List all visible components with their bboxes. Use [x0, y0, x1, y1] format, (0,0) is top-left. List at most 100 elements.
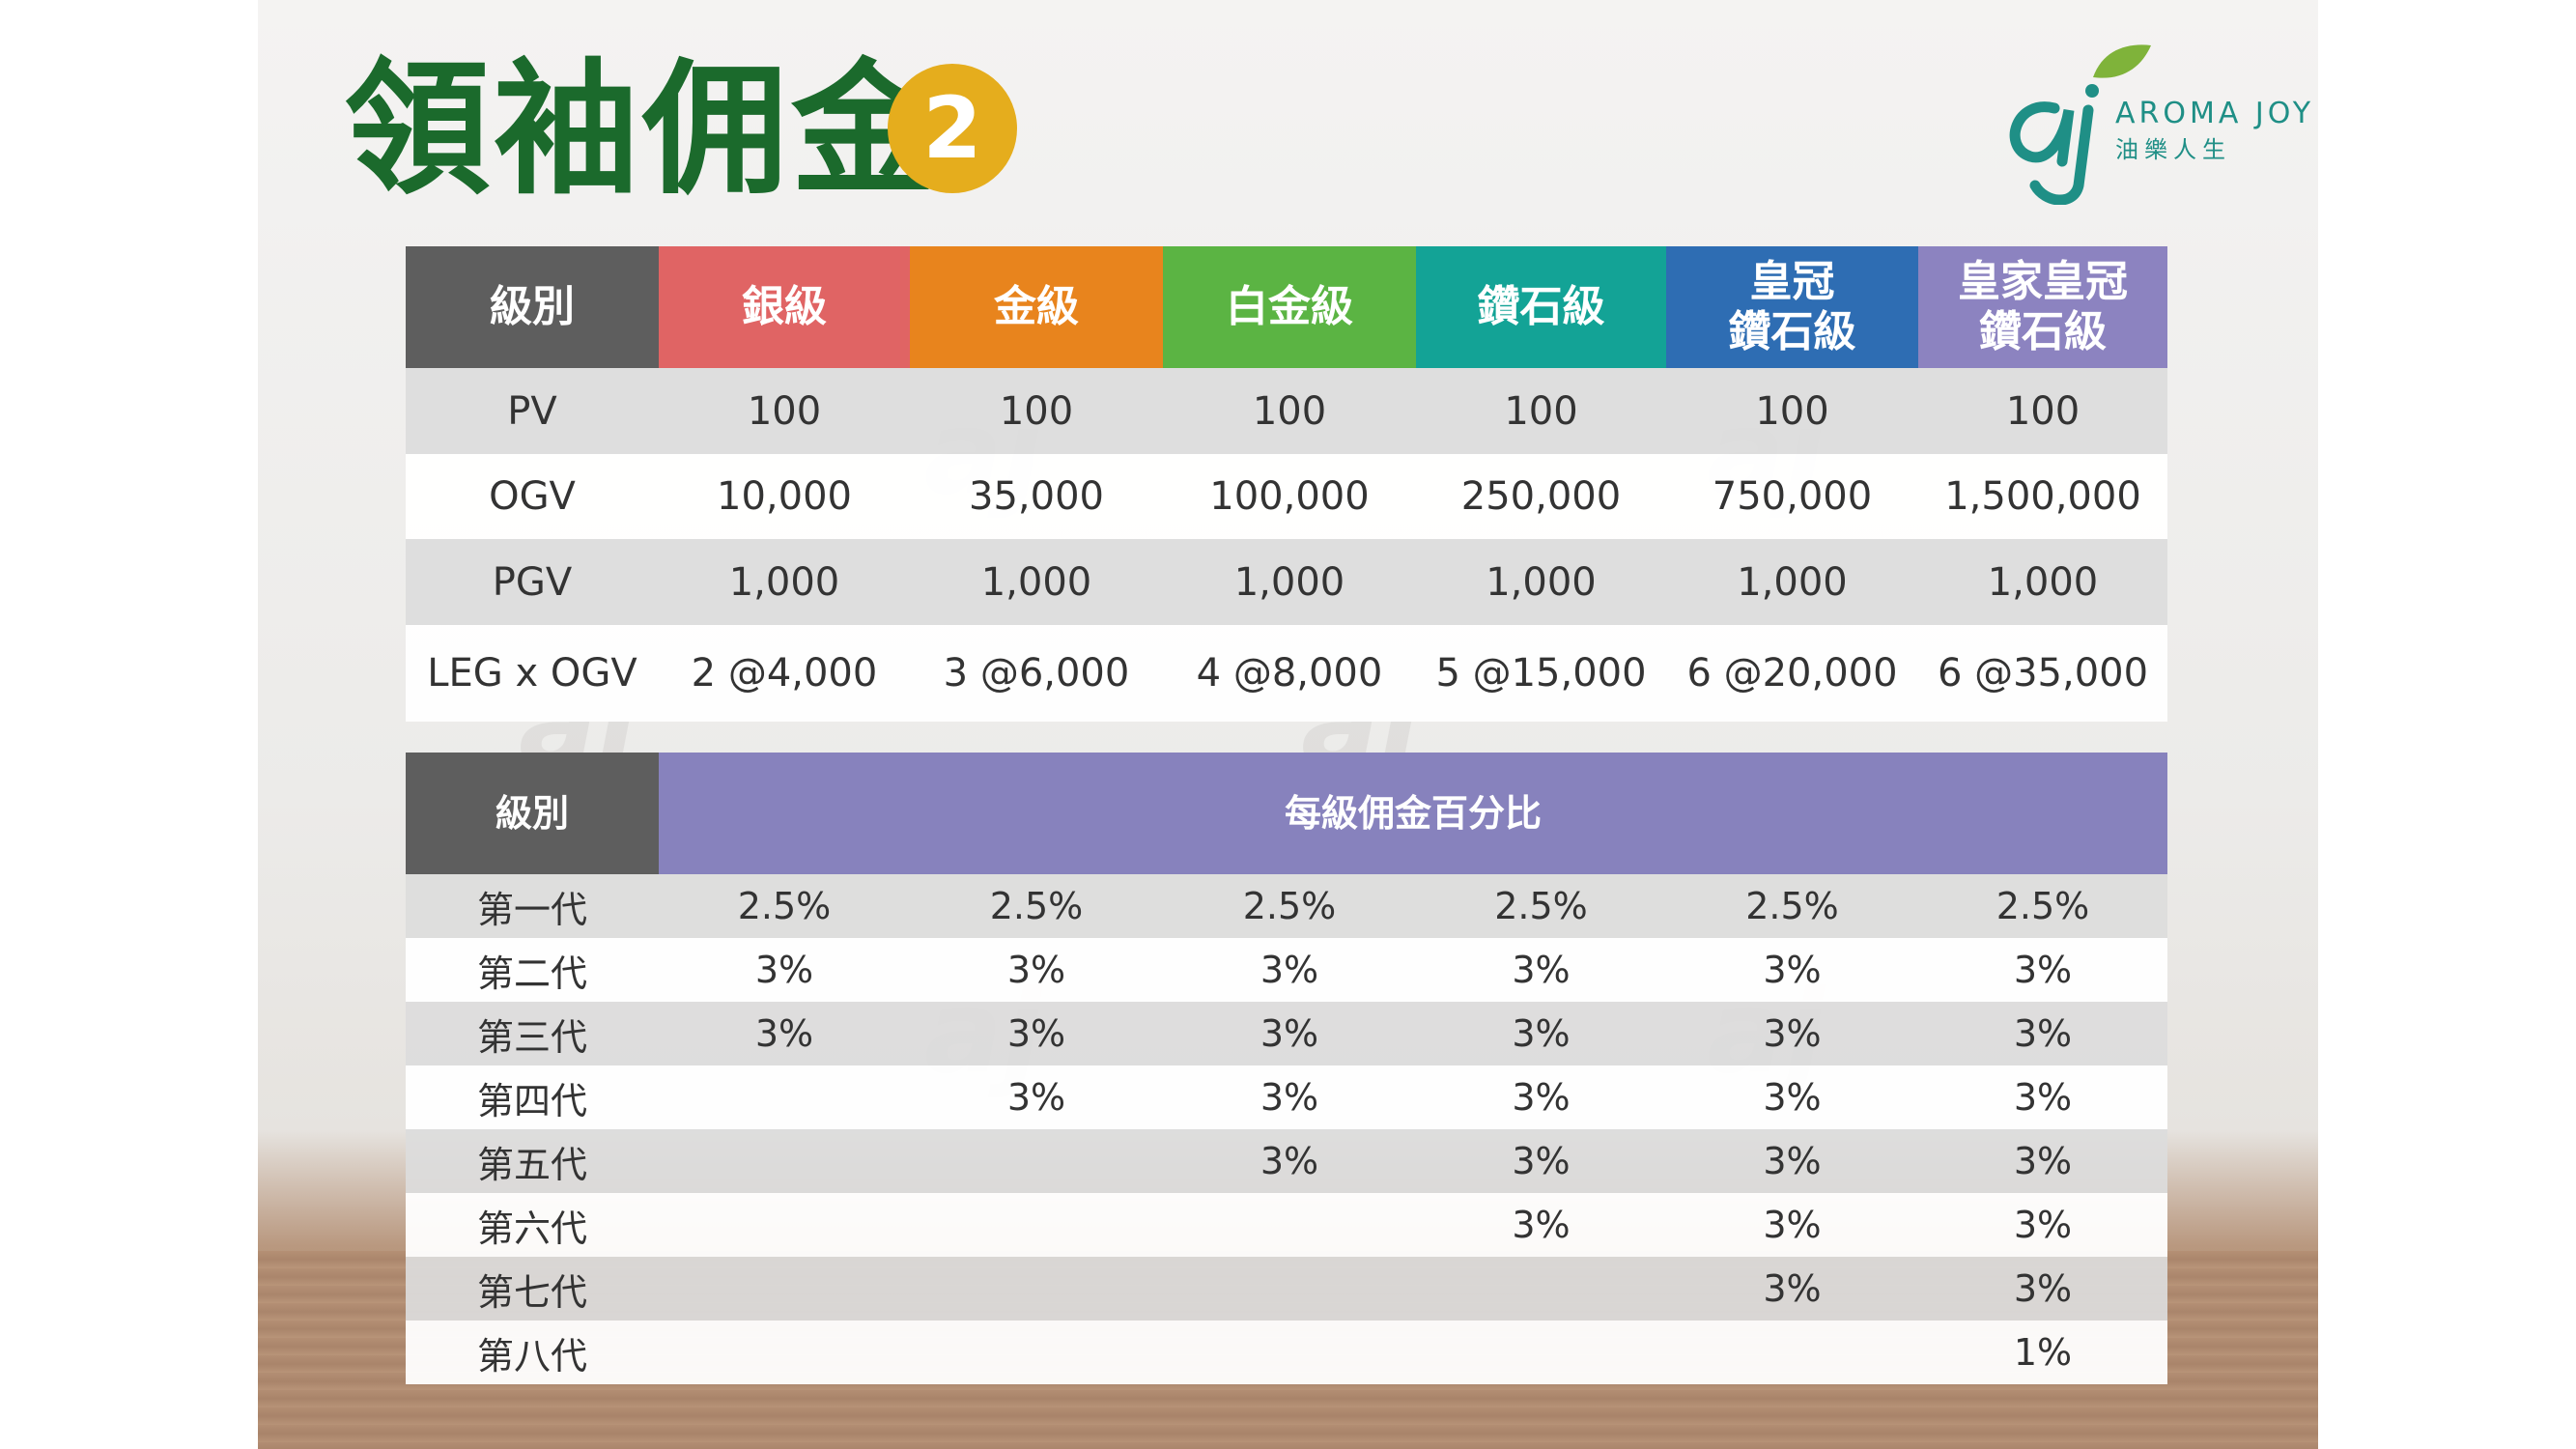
generation-label: 第六代 — [406, 1193, 659, 1257]
percentage-cell: 2.5% — [1918, 874, 2167, 938]
percentage-cell: 3% — [1918, 1002, 2167, 1065]
page-number-badge: 2 — [888, 64, 1017, 193]
generation-label: 第八代 — [406, 1321, 659, 1384]
percentage-cell: 3% — [1163, 1002, 1416, 1065]
percentage-cell — [1163, 1193, 1416, 1257]
column-header-rank: 級別 — [406, 246, 659, 368]
percentage-cell: 3% — [1918, 1129, 2167, 1193]
table-cell: 1,000 — [1416, 539, 1666, 625]
percentage-cell: 2.5% — [1163, 874, 1416, 938]
percentage-cell: 1% — [1918, 1321, 2167, 1384]
table-cell: 2 @4,000 — [659, 625, 910, 722]
table-cell: 6 @20,000 — [1666, 625, 1918, 722]
generation-label: 第三代 — [406, 1002, 659, 1065]
percentage-cell: 3% — [1666, 1129, 1918, 1193]
table-cell: 1,000 — [1666, 539, 1918, 625]
percentage-cell — [659, 1257, 910, 1321]
header-commission-percentage: 每級佣金百分比 — [659, 753, 2167, 874]
column-header-level: 金級 — [910, 246, 1163, 368]
percentage-cell: 3% — [1416, 1065, 1666, 1129]
percentage-cell — [910, 1129, 1163, 1193]
percentage-cell: 3% — [1918, 938, 2167, 1002]
generation-label: 第一代 — [406, 874, 659, 938]
commission-percentage-table: 級別 每級佣金百分比 第一代 2.5% 2.5% 2.5% 2.5% 2.5% 2.5% 第二代 3… — [406, 753, 2167, 1384]
table-cell: 3 @6,000 — [910, 625, 1163, 722]
aroma-joy-logo-icon — [2009, 44, 2151, 205]
table-cell: 100,000 — [1163, 454, 1416, 539]
percentage-cell: 3% — [910, 1002, 1163, 1065]
table-cell: 1,500,000 — [1918, 454, 2167, 539]
percentage-cell: 3% — [1163, 938, 1416, 1002]
percentage-cell: 3% — [1163, 1129, 1416, 1193]
percentage-cell: 2.5% — [1416, 874, 1666, 938]
percentage-cell: 3% — [1666, 1002, 1918, 1065]
percentage-cell: 3% — [1416, 938, 1666, 1002]
percentage-cell: 2.5% — [659, 874, 910, 938]
generation-label: 第五代 — [406, 1129, 659, 1193]
table-cell: 1,000 — [659, 539, 910, 625]
rank-requirements-table: 級別 銀級 金級 白金級 鑽石級 皇冠 鑽石級 皇家皇冠 鑽石級 PV 100 100 100 100… — [406, 246, 2167, 722]
percentage-cell: 2.5% — [910, 874, 1163, 938]
slide: 領袖佣金 2 AROMA JOY 油樂人生 aj aj aj aj aj aj … — [258, 0, 2318, 1449]
row-label: OGV — [406, 454, 659, 539]
table-cell: 100 — [1666, 368, 1918, 454]
column-header-rank: 級別 — [406, 753, 659, 874]
percentage-cell — [1163, 1257, 1416, 1321]
percentage-cell — [1666, 1321, 1918, 1384]
percentage-cell — [910, 1193, 1163, 1257]
table-cell: 100 — [1163, 368, 1416, 454]
logo-text-english: AROMA JOY — [2115, 97, 2315, 130]
generation-label: 第二代 — [406, 938, 659, 1002]
table-cell: 100 — [1918, 368, 2167, 454]
table-cell: 1,000 — [1163, 539, 1416, 625]
table-cell: 100 — [1416, 368, 1666, 454]
percentage-cell — [659, 1193, 910, 1257]
generation-label: 第四代 — [406, 1065, 659, 1129]
percentage-cell — [1163, 1321, 1416, 1384]
percentage-cell — [659, 1065, 910, 1129]
percentage-cell — [1416, 1257, 1666, 1321]
percentage-cell — [659, 1321, 910, 1384]
table-cell: 1,000 — [910, 539, 1163, 625]
page-title: 領袖佣金 — [345, 46, 941, 214]
logo-text-chinese: 油樂人生 — [2115, 136, 2231, 163]
percentage-cell: 3% — [1918, 1065, 2167, 1129]
percentage-cell — [910, 1321, 1163, 1384]
percentage-cell: 3% — [1666, 1257, 1918, 1321]
table-cell: 100 — [910, 368, 1163, 454]
percentage-cell: 3% — [1163, 1065, 1416, 1129]
generation-label: 第七代 — [406, 1257, 659, 1321]
table-cell: 4 @8,000 — [1163, 625, 1416, 722]
percentage-cell: 3% — [910, 1065, 1163, 1129]
percentage-cell: 3% — [1918, 1257, 2167, 1321]
percentage-cell: 3% — [1666, 1193, 1918, 1257]
table-cell: 6 @35,000 — [1918, 625, 2167, 722]
column-header-level: 銀級 — [659, 246, 910, 368]
percentage-cell: 3% — [659, 938, 910, 1002]
percentage-cell: 3% — [1666, 938, 1918, 1002]
table-cell: 250,000 — [1416, 454, 1666, 539]
column-header-level: 白金級 — [1163, 246, 1416, 368]
column-header-level: 鑽石級 — [1416, 246, 1666, 368]
percentage-cell: 3% — [910, 938, 1163, 1002]
percentage-cell — [1416, 1321, 1666, 1384]
table-cell: 35,000 — [910, 454, 1163, 539]
percentage-cell: 3% — [1416, 1129, 1666, 1193]
percentage-cell: 3% — [659, 1002, 910, 1065]
percentage-cell: 3% — [1666, 1065, 1918, 1129]
percentage-cell: 3% — [1416, 1193, 1666, 1257]
column-header-level: 皇冠 鑽石級 — [1666, 246, 1918, 368]
row-label: PGV — [406, 539, 659, 625]
table-cell: 5 @15,000 — [1416, 625, 1666, 722]
percentage-cell — [910, 1257, 1163, 1321]
table-cell: 100 — [659, 368, 910, 454]
row-label: PV — [406, 368, 659, 454]
table-cell: 750,000 — [1666, 454, 1918, 539]
percentage-cell — [659, 1129, 910, 1193]
table-cell: 1,000 — [1918, 539, 2167, 625]
row-label: LEG x OGV — [406, 625, 659, 722]
percentage-cell: 2.5% — [1666, 874, 1918, 938]
column-header-level: 皇家皇冠 鑽石級 — [1918, 246, 2167, 368]
percentage-cell: 3% — [1918, 1193, 2167, 1257]
percentage-cell: 3% — [1416, 1002, 1666, 1065]
